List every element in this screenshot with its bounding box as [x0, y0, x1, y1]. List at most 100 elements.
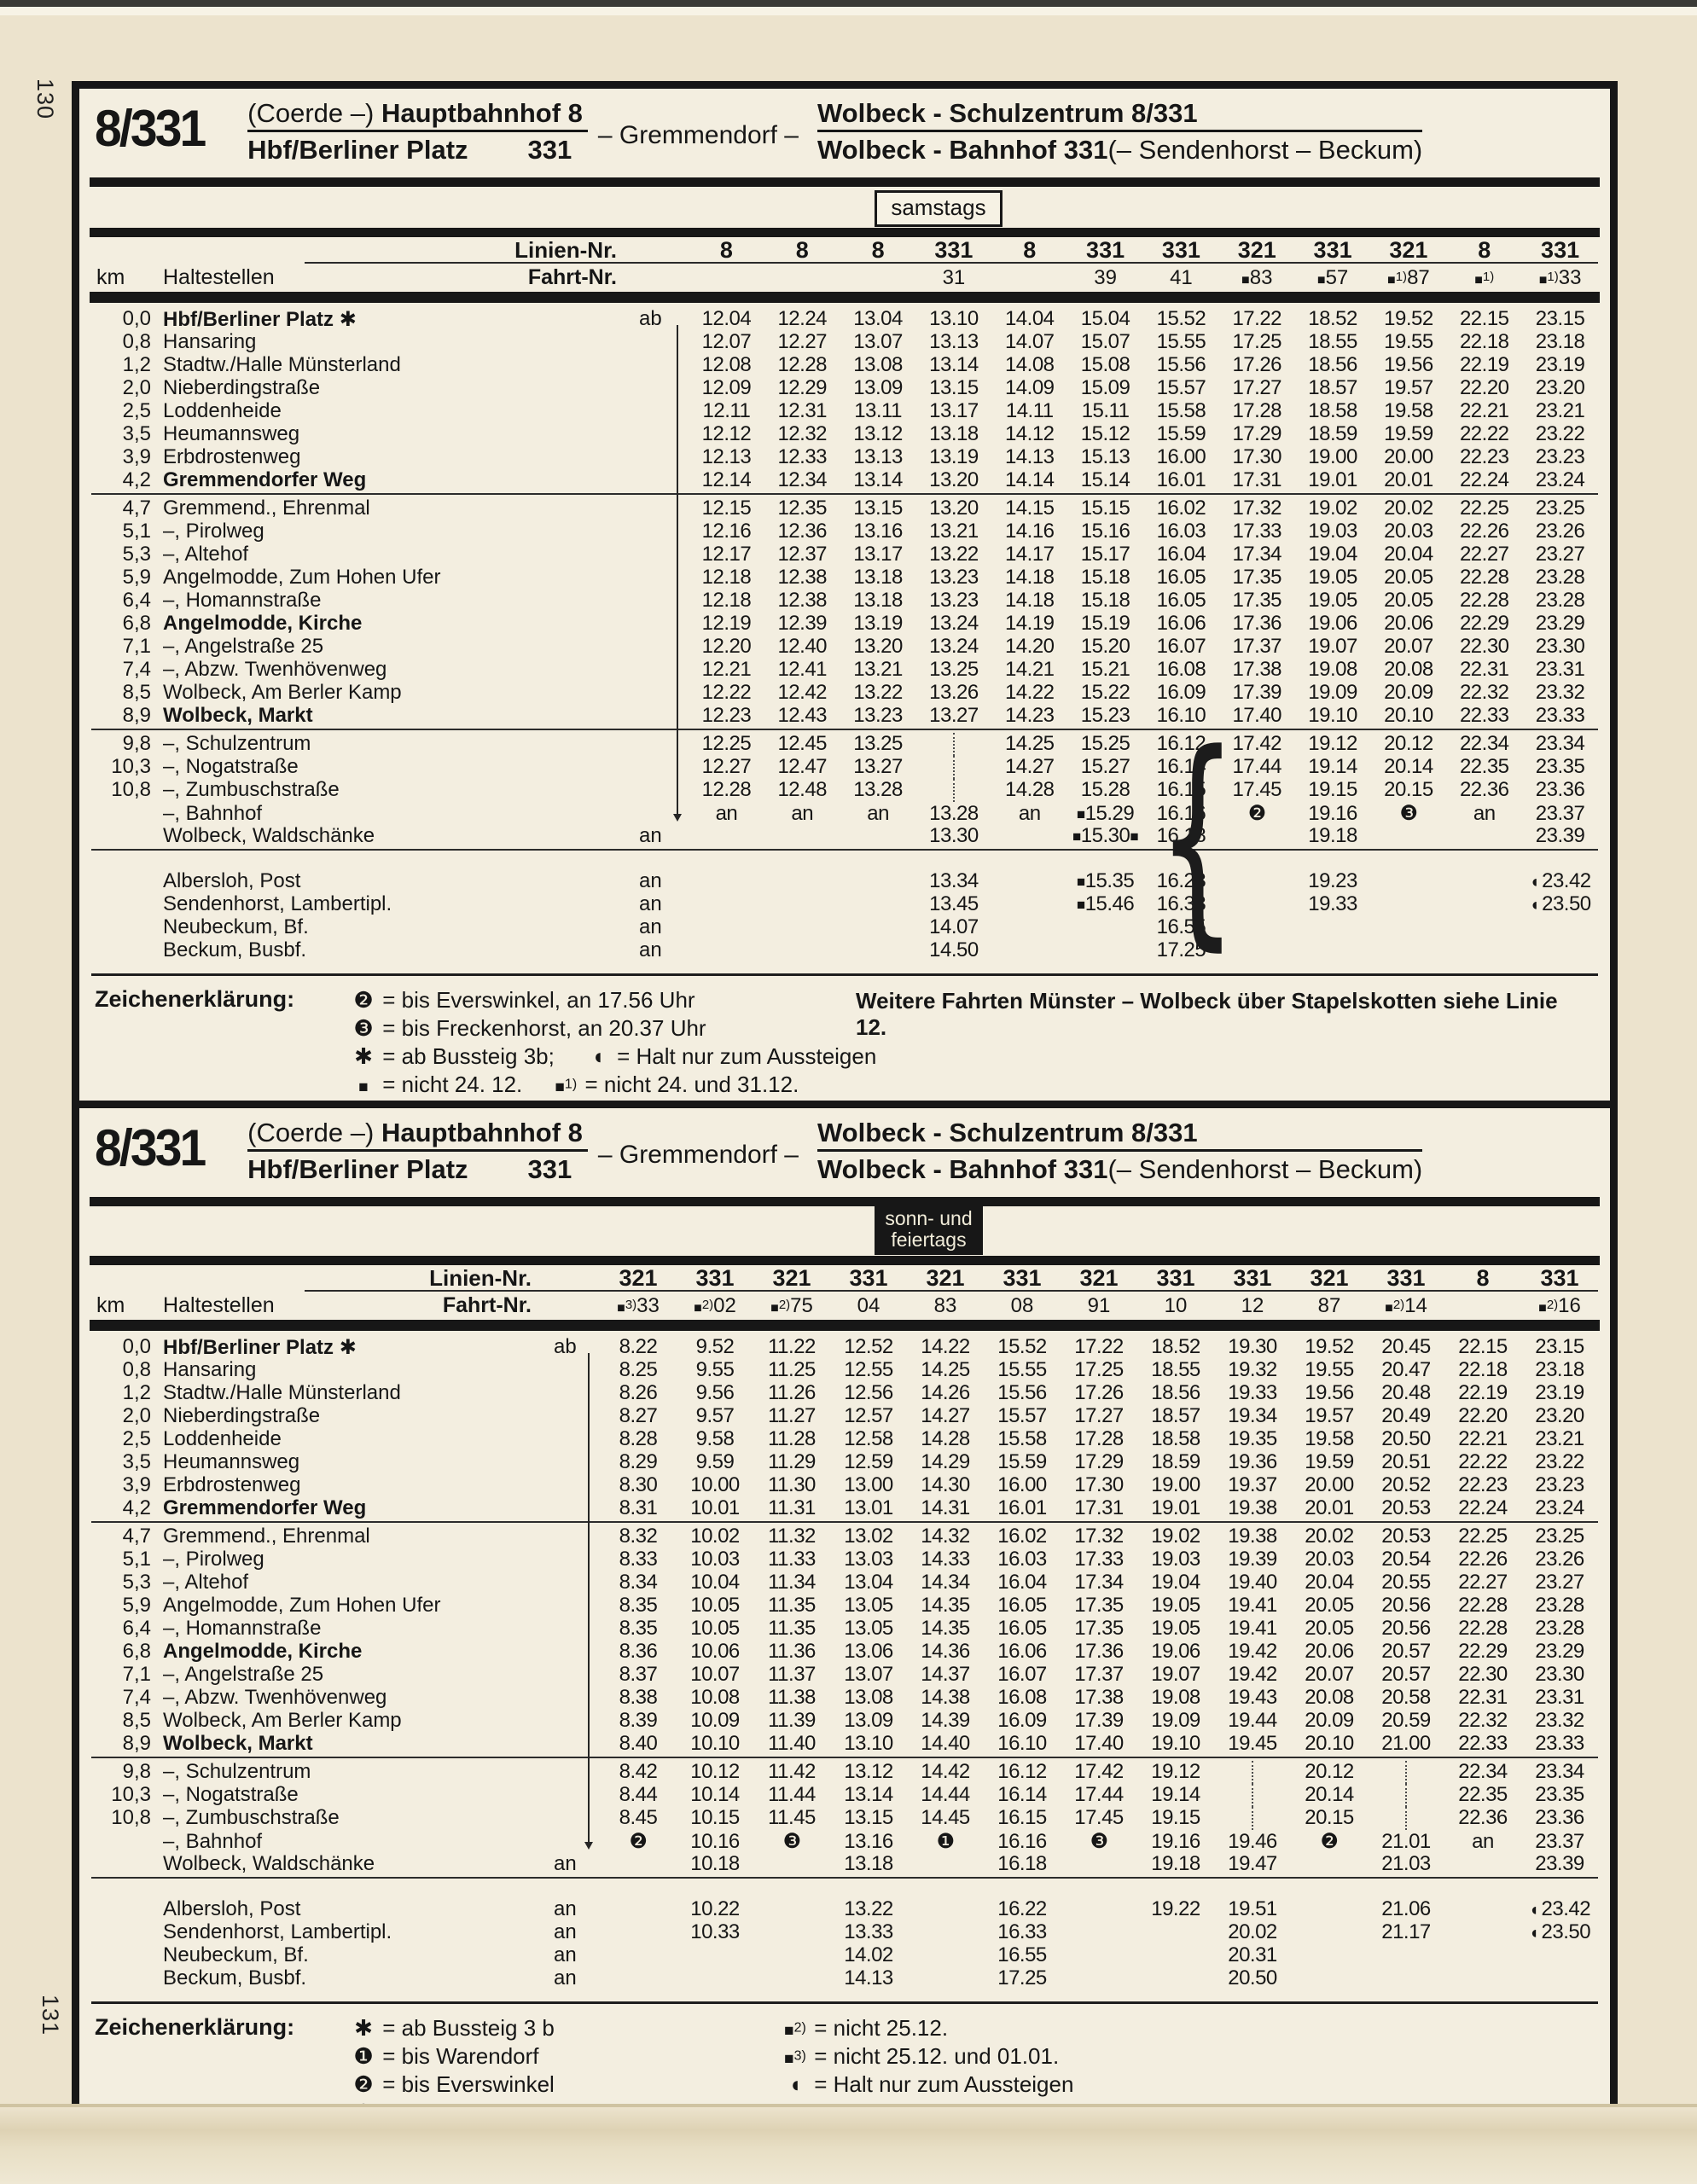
stop-name: Beckum, Busbf.: [163, 938, 307, 961]
time-cell: 12.09: [701, 376, 752, 399]
header-heavy-bar: [90, 1320, 1600, 1331]
legend-symbol: ❷: [353, 2071, 374, 2097]
time-cell: 16.09: [1156, 681, 1206, 704]
time-cell: 15.14: [1080, 468, 1130, 491]
timetable-row: 2,5 Loddenheide 8.28 9.58 11.28 12.58 14.28 15.…: [91, 1427, 1598, 1450]
time-cell: 19.09: [1151, 1709, 1200, 1732]
stop-name: –, Pirolweg: [163, 1548, 264, 1571]
time-cell: 20.04: [1305, 1571, 1354, 1594]
time-cell: 23.26: [1535, 520, 1585, 543]
timetable-row: 0,0 Hbf/Berliner Platz ✱ ab 8.22 9.52 11.22 12…: [91, 1335, 1598, 1359]
legend-text: = nicht 24. 12.: [376, 1072, 523, 1097]
stop-name: Angelmodde, Kirche: [163, 612, 363, 635]
time-cell: 10.02: [690, 1525, 740, 1548]
time-cell: 22.33: [1459, 704, 1509, 727]
linien-number: 331: [1086, 237, 1125, 263]
time-cell: 19.58: [1384, 399, 1433, 422]
time-cell: 22.18: [1459, 330, 1509, 353]
time-cell: 13.14: [844, 1783, 893, 1806]
time-cell: 20.10: [1384, 704, 1433, 727]
time-cell: 11.45: [768, 1806, 816, 1829]
legend-line: ❸ = bis Freckenhorst, an 20.37 Uhr: [351, 1015, 1595, 1043]
time-cell: 12.13: [701, 445, 752, 468]
time-cell: 22.23: [1458, 1473, 1508, 1496]
divider-bar: [90, 177, 1600, 187]
legend-text: = bis Warendorf: [376, 2043, 539, 2069]
km-value: 2,0: [122, 1404, 151, 1427]
stop-name: Gremmend., Ehrenmal: [163, 497, 370, 520]
time-cell: 17.25: [1232, 330, 1282, 353]
row-label: an: [639, 869, 662, 892]
time-cell: 22.36: [1459, 778, 1509, 801]
time-cell: 13.23: [929, 589, 979, 612]
time-cell: 20.56: [1381, 1594, 1431, 1617]
time-cell: 19.38: [1228, 1525, 1277, 1548]
time-cell: 16.02: [997, 1525, 1047, 1548]
time-cell: 9.58: [695, 1427, 735, 1450]
timetable-row: 6,4 –, Homannstraße 12.18 12.38 13.18 13.23 14…: [91, 589, 1598, 612]
time-cell: 13.18: [844, 1852, 893, 1875]
time-cell: 17.29: [1232, 422, 1282, 445]
time-cell: 12.39: [777, 612, 828, 635]
day-label-sunday-holiday: sonn- und feiertags: [875, 1205, 983, 1255]
time-cell: 9.52: [695, 1335, 735, 1358]
route-origin-prefix: (Coerde –): [247, 1118, 381, 1147]
time-cell: 8.35: [619, 1594, 658, 1617]
time-cell: 17.25: [1156, 938, 1206, 961]
stop-name: Stadtw./Halle Münsterland: [163, 1381, 401, 1404]
time-cell: 13.20: [929, 497, 979, 520]
fahrt-number: ■83: [1241, 266, 1273, 289]
time-cell: 8.45: [619, 1806, 658, 1829]
time-cell: 15.16: [1080, 520, 1130, 543]
time-cell: 12.24: [777, 307, 828, 330]
time-cell: 20.50: [1381, 1427, 1431, 1450]
time-cell: an: [867, 801, 889, 825]
time-cell: 10.15: [690, 1806, 740, 1829]
time-cell: 11.40: [768, 1732, 816, 1755]
stop-name: –, Bahnhof: [163, 801, 263, 825]
row-label: ab: [554, 1335, 577, 1358]
divider-bar: [90, 1197, 1600, 1206]
time-cell: 11.34: [768, 1571, 816, 1594]
time-cell: 16.04: [997, 1571, 1047, 1594]
time-cell: 19.42: [1228, 1663, 1277, 1686]
timetable-row: 8,9 Wolbeck, Markt 8.40 10.10 11.40 13.10 14.4…: [91, 1732, 1598, 1755]
time-cell: 14.37: [921, 1663, 970, 1686]
stop-name: Wolbeck, Markt: [163, 704, 313, 727]
time-cell: 15.07: [1080, 330, 1130, 353]
time-cell: 17.30: [1074, 1473, 1124, 1496]
time-cell: 8.31: [619, 1496, 658, 1519]
time-cell: 22.31: [1459, 658, 1509, 681]
km-value: 6,4: [122, 1617, 151, 1640]
haltestellen-text: Haltestellen: [163, 265, 275, 289]
time-cell: 18.59: [1308, 422, 1357, 445]
timetable-row: Wolbeck, Waldschänke an 10.18 13.18 16.18 19.…: [91, 1852, 1598, 1875]
route-header: 8/331 (Coerde –) Hauptbahnhof 8 Hbf/Berl…: [91, 1108, 1598, 1197]
legend: Zeichenerklärung: ❷ = bis Everswinkel, an…: [91, 973, 1598, 1113]
km-value: 7,4: [122, 1686, 151, 1709]
legend-item: ✱ = ab Bussteig 3 b: [351, 2015, 752, 2042]
timetable-row: –, Bahnhof ❷ 10.16 ❸ 13.16 ❶ 16.16 ❸ 19.16 19.46 ❷…: [91, 1829, 1598, 1854]
page-edge-shadow: [0, 2107, 1697, 2184]
time-cell: 12.27: [701, 755, 752, 778]
time-cell: 15.18: [1080, 589, 1130, 612]
time-cell: 17.42: [1232, 732, 1282, 755]
fahrt-label: Fahrt-Nr.: [527, 265, 617, 289]
time-cell: 18.58: [1308, 399, 1357, 422]
time-cell: 17.37: [1232, 635, 1282, 658]
time-cell: 10.18: [690, 1852, 740, 1875]
time-cell: 16.08: [997, 1686, 1047, 1709]
time-cell: 23.27: [1535, 1571, 1584, 1594]
time-cell: 20.02: [1384, 497, 1433, 520]
time-cell: 19.12: [1308, 732, 1357, 755]
time-cell: 15.52: [1156, 307, 1206, 330]
time-cell: 12.56: [844, 1381, 893, 1404]
time-cell: 22.35: [1458, 1783, 1508, 1806]
time-cell: 16.10: [1156, 704, 1206, 727]
time-cell: 20.03: [1305, 1548, 1354, 1571]
time-cell: 17.27: [1074, 1404, 1124, 1427]
stop-name: Nieberdingstraße: [163, 1404, 321, 1427]
time-cell: 16.12: [1156, 732, 1206, 755]
time-cell: 20.03: [1384, 520, 1433, 543]
timetable-row: 5,1 –, Pirolweg 12.16 12.36 13.16 13.21 14.16 1…: [91, 520, 1598, 543]
